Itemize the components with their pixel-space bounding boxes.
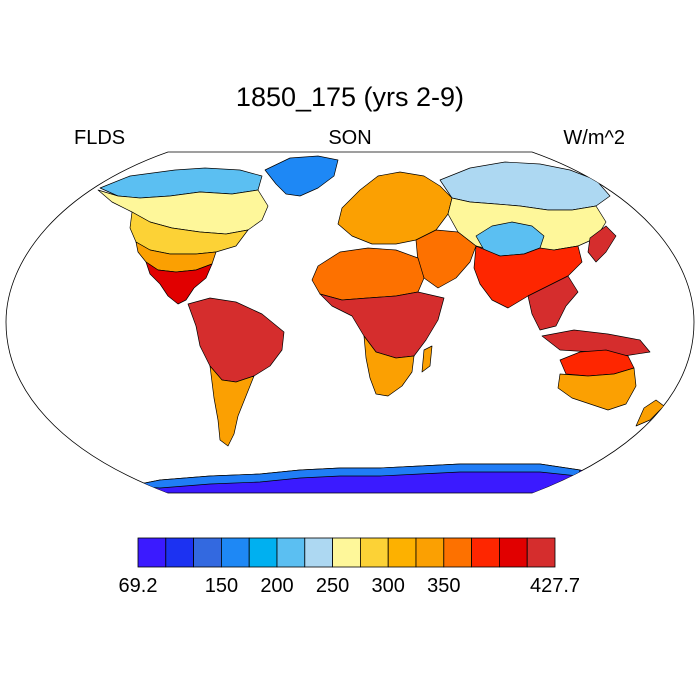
colorbar-boxes [137,537,556,568]
colorbar-box [359,537,389,568]
colorbar-box [137,537,167,568]
south-america [187,297,285,383]
colorbar-box [498,537,528,568]
central-america [145,261,213,305]
season-label: SON [328,127,372,149]
south-america-south [209,365,255,447]
africa-central [319,291,445,359]
colorbar-box [415,537,445,568]
africa-south [363,335,415,397]
colorbar-box [387,537,417,568]
colorbar-box [443,537,472,568]
colorbar-box [193,537,222,568]
colorbar-box [526,537,556,568]
variable-label: FLDS [74,127,126,149]
new-zealand [635,399,665,427]
colorbar-box [471,537,500,568]
colorbar-tick-label: 69.2 [119,575,158,597]
plot-title: 1850_175 (yrs 2-9) [235,82,465,112]
colorbar-tick-label: 350 [427,575,460,597]
colorbar-tick-label: 300 [372,575,405,597]
madagascar [421,345,433,373]
colorbar-box [276,537,306,568]
colorbar-box [304,537,333,568]
colorbar-tick-label: 150 [205,575,238,597]
colorbar-box [165,537,195,568]
units-label: W/m^2 [563,127,625,149]
philippines-japan [587,225,617,263]
colorbar-tick-label: 200 [260,575,293,597]
greenland [264,155,339,197]
indonesia [541,329,651,357]
southeast-asia [527,275,579,331]
australia [557,367,637,411]
colorbar-tick-label: 427.7 [530,575,580,597]
colorbar-box [332,537,361,568]
colorbar-labels: 69.2 150 200 250 300 350 427.7 [119,575,581,597]
colorbar-box [220,537,250,568]
colorbar-box [248,537,278,568]
colorbar-tick-label: 250 [316,575,349,597]
